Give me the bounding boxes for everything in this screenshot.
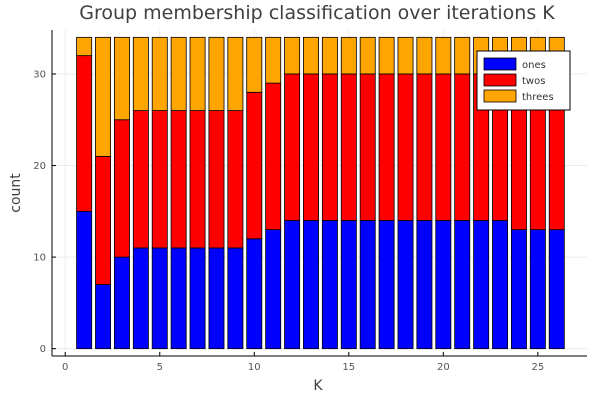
- bar-twos: [246, 91, 263, 240]
- x-tick-label: 5: [157, 362, 163, 373]
- legend-swatch-ones: [483, 57, 517, 71]
- axes: [51, 30, 587, 357]
- bar-ones: [227, 247, 244, 350]
- chart-title: Group membership classification over ite…: [79, 2, 555, 24]
- legend: ones twos threes: [476, 50, 571, 111]
- bar-twos: [378, 73, 395, 221]
- bar-ones: [170, 247, 187, 350]
- bar-threes: [359, 36, 376, 75]
- bar-threes: [132, 36, 149, 111]
- x-axis-label: K: [313, 378, 323, 394]
- bar-threes: [208, 36, 225, 111]
- bar-threes: [454, 36, 471, 75]
- bar-twos: [170, 110, 187, 249]
- bar-threes: [340, 36, 357, 75]
- bar-threes: [397, 36, 414, 75]
- bar-ones: [265, 229, 282, 350]
- x-tick-label: 0: [62, 362, 68, 373]
- bar-ones: [492, 220, 509, 350]
- bar-threes: [265, 36, 282, 84]
- bar-threes: [113, 36, 130, 121]
- bar-twos: [76, 55, 93, 212]
- bar-ones: [473, 220, 490, 350]
- bar-threes: [189, 36, 206, 111]
- legend-label-threes: threes: [522, 92, 554, 103]
- bars: [76, 36, 565, 350]
- x-tick-label: 15: [342, 362, 355, 373]
- bar-ones: [510, 229, 527, 350]
- bar-ones: [132, 247, 149, 350]
- bar-twos: [284, 73, 301, 221]
- bar-ones: [151, 247, 168, 350]
- y-axis-label: count: [8, 173, 24, 213]
- bar-threes: [435, 36, 452, 75]
- bar-ones: [454, 220, 471, 350]
- bar-ones: [76, 210, 93, 350]
- legend-swatch-twos: [483, 73, 517, 87]
- tick-labels: 0 5 10 15 20 25 0 10 20 30: [33, 69, 544, 373]
- bar-twos: [303, 73, 319, 221]
- bar-twos: [95, 155, 112, 285]
- legend-swatch-threes: [483, 89, 517, 103]
- bar-twos: [454, 73, 471, 221]
- bar-twos: [340, 73, 357, 221]
- x-tick-label: 25: [531, 362, 544, 373]
- bar-threes: [378, 36, 395, 75]
- bar-threes: [416, 36, 433, 75]
- bar-twos: [397, 73, 414, 221]
- bar-ones: [416, 220, 433, 350]
- bar-twos: [416, 73, 433, 221]
- bar-twos: [321, 73, 338, 221]
- bar-twos: [359, 73, 376, 221]
- bar-threes: [321, 36, 338, 75]
- bar-threes: [151, 36, 168, 111]
- y-tick-label: 20: [33, 161, 46, 172]
- bar-ones: [246, 238, 263, 350]
- bar-ones: [340, 220, 357, 350]
- bar-ones: [529, 229, 546, 350]
- y-tick-label: 10: [33, 253, 46, 264]
- bar-twos: [113, 119, 130, 258]
- bar-ones: [321, 220, 338, 350]
- y-tick-label: 30: [33, 69, 46, 80]
- bar-ones: [113, 256, 130, 350]
- bar-ones: [189, 247, 206, 350]
- bar-ones: [303, 220, 319, 350]
- bar-ones: [95, 284, 112, 350]
- bar-twos: [132, 110, 149, 249]
- legend-label-ones: ones: [522, 60, 546, 71]
- bar-twos: [227, 110, 244, 249]
- bar-twos: [189, 110, 206, 249]
- bar-threes: [227, 36, 244, 111]
- bar-threes: [303, 36, 319, 75]
- bar-twos: [435, 73, 452, 221]
- bar-threes: [170, 36, 187, 111]
- bar-threes: [246, 36, 263, 93]
- bar-ones: [435, 220, 452, 350]
- bar-ones: [378, 220, 395, 350]
- bar-threes: [76, 36, 93, 57]
- bar-twos: [208, 110, 225, 249]
- bar-twos: [151, 110, 168, 249]
- bar-ones: [208, 247, 225, 350]
- x-tick-label: 20: [437, 362, 450, 373]
- bar-threes: [284, 36, 301, 75]
- bar-ones: [397, 220, 414, 350]
- bar-ones: [548, 229, 565, 350]
- bar-threes: [95, 36, 112, 157]
- y-tick-label: 0: [40, 344, 46, 355]
- x-tick-label: 10: [248, 362, 261, 373]
- bar-ones: [359, 220, 376, 350]
- legend-label-twos: twos: [522, 76, 545, 87]
- bar-twos: [265, 82, 282, 231]
- bar-ones: [284, 220, 301, 350]
